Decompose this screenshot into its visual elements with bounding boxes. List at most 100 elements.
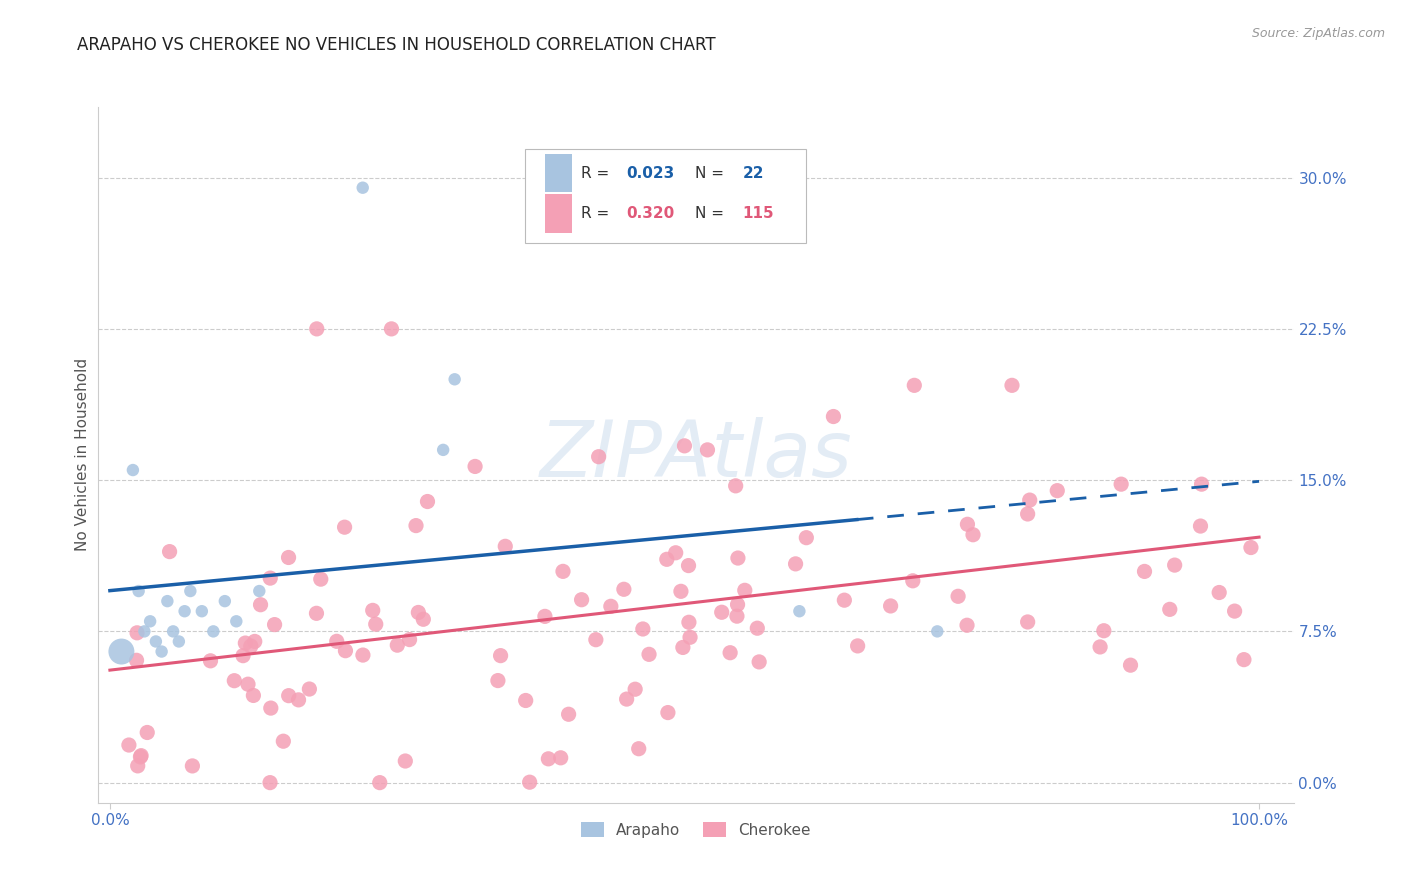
FancyBboxPatch shape [524,149,806,243]
Point [747,621,769,635]
Point [118,738,141,752]
Point [789,604,811,618]
Point [416,494,439,508]
Point [627,741,650,756]
Point [159,544,181,558]
FancyBboxPatch shape [546,194,572,233]
Point [352,648,374,662]
Point [136,725,159,739]
Point [519,775,541,789]
Point [239,639,262,653]
Point [599,599,621,614]
Point [368,775,391,789]
Point [273,734,295,748]
Point [486,673,509,688]
Point [624,682,647,697]
Point [364,617,387,632]
Point [236,677,259,691]
Text: 0.320: 0.320 [627,206,675,221]
Point [1159,602,1181,616]
Point [232,648,254,663]
Point [305,322,328,336]
Point [1017,615,1039,629]
Point [249,598,271,612]
Text: 22: 22 [742,166,763,181]
Point [129,748,152,763]
Point [956,517,979,532]
Point [432,442,454,457]
Text: R =: R = [581,166,614,181]
Text: Source: ZipAtlas.com: Source: ZipAtlas.com [1251,27,1385,40]
Point [1240,541,1263,555]
Point [678,615,700,630]
Point [225,615,247,629]
Point [956,618,979,632]
Point [156,594,179,608]
Point [277,689,299,703]
Point [1109,477,1132,491]
Text: ZIPAtlas: ZIPAtlas [540,417,852,493]
Point [1233,652,1256,666]
Point [665,546,688,560]
Point [243,634,266,648]
Point [879,599,901,613]
Point [927,624,949,639]
Point [259,775,281,789]
Point [1189,519,1212,533]
Point [405,518,427,533]
Point [179,584,201,599]
Text: R =: R = [581,206,614,221]
Point [352,180,374,194]
Point [1163,558,1185,573]
Point [727,551,749,566]
Point [134,624,156,639]
Point [823,409,845,424]
Point [672,640,695,655]
Point [1088,640,1111,654]
Point [263,617,285,632]
Point [408,606,430,620]
Point [128,584,150,599]
Point [571,592,593,607]
Point [214,594,236,608]
Point [202,624,225,639]
Point [669,584,692,599]
Point [387,638,409,652]
Point [287,693,309,707]
Point [834,593,856,607]
Point [534,609,557,624]
Point [333,520,356,534]
Point [125,625,148,640]
Point [537,752,560,766]
Point [224,673,246,688]
Point [550,751,572,765]
Point [150,644,173,658]
Point [1191,477,1213,491]
Point [191,604,214,618]
Point [901,574,924,588]
Point [335,643,357,657]
Point [125,653,148,667]
Point [515,693,537,707]
Text: ARAPAHO VS CHEROKEE NO VEHICLES IN HOUSEHOLD CORRELATION CHART: ARAPAHO VS CHEROKEE NO VEHICLES IN HOUSE… [77,36,716,54]
Point [1119,658,1142,673]
Point [710,605,733,619]
Point [129,750,152,764]
Point [657,706,679,720]
Point [903,378,925,392]
Point [946,589,969,603]
Point [464,459,486,474]
Point [655,552,678,566]
Point [325,634,347,648]
Point [110,644,132,658]
Point [551,565,574,579]
Point [305,607,328,621]
Point [122,463,145,477]
Legend: Arapaho, Cherokee: Arapaho, Cherokee [575,815,817,844]
Point [139,615,162,629]
Y-axis label: No Vehicles in Household: No Vehicles in Household [75,359,90,551]
Point [361,603,384,617]
Point [309,572,332,586]
Point [673,439,696,453]
FancyBboxPatch shape [546,154,572,193]
